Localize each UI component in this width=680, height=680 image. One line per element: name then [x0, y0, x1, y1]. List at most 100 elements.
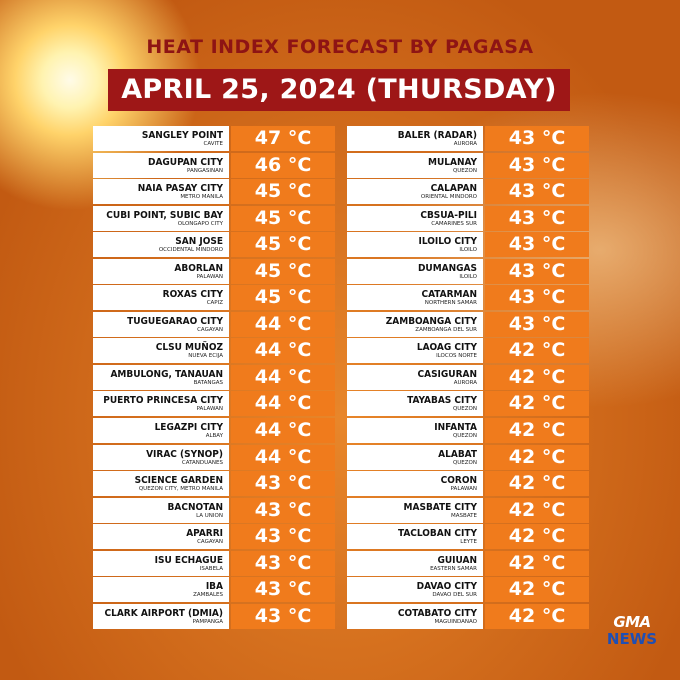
heat-index-value: 43 °C — [485, 232, 589, 258]
forecast-row: MULANAY QUEZON 43 °C — [347, 152, 589, 178]
forecast-row: ALABAT QUEZON 42 °C — [347, 444, 589, 470]
heat-index-value: 47 °C — [231, 126, 335, 151]
heat-index-unit: °C — [541, 578, 566, 601]
forecast-row: CORON PALAWAN 42 °C — [347, 471, 589, 497]
station-cell: CLARK AIRPORT (DMIA) PAMPANGA — [93, 603, 229, 629]
station-cell: IBA ZAMBALES — [93, 577, 229, 603]
heat-index-value: 44 °C — [231, 444, 335, 470]
station-cell: ROXAS CITY CAPIZ — [93, 285, 229, 311]
station-name: SANGLEY POINT — [141, 130, 223, 141]
station-province: ILOILO — [459, 273, 477, 280]
heat-index-number: 42 — [508, 339, 536, 362]
station-province: CAGAYAN — [197, 326, 223, 333]
heat-index-unit: °C — [287, 259, 312, 282]
forecast-row: ZAMBOANGA CITY ZAMBOANGA DEL SUR 43 °C — [347, 311, 589, 337]
heat-index-value: 42 °C — [485, 444, 589, 470]
station-province: PALAWAN — [450, 486, 477, 493]
station-cell: NAIA PASAY CITY METRO MANILA — [93, 179, 229, 205]
station-name: PUERTO PRINCESA CITY — [103, 395, 223, 407]
heat-index-value: 43 °C — [485, 179, 589, 205]
station-province: MASBATE — [451, 512, 477, 519]
station-province: PALAWAN — [196, 273, 223, 280]
station-name: ALABAT — [438, 448, 477, 460]
station-cell: CATARMAN NORTHERN SAMAR — [347, 285, 483, 311]
station-province: AURORA — [453, 379, 477, 386]
heat-index-value: 45 °C — [231, 232, 335, 258]
station-name: CALAPAN — [430, 183, 477, 195]
station-cell: CORON PALAWAN — [347, 471, 483, 497]
station-province: ZAMBALES — [193, 592, 223, 599]
heat-index-number: 43 — [254, 525, 282, 548]
forecast-row: MASBATE CITY MASBATE 42 °C — [347, 497, 589, 523]
heat-index-unit: °C — [541, 127, 566, 149]
forecast-row: VIRAC (SYNOP) CATANDUANES 44 °C — [93, 444, 335, 470]
station-cell: CASIGURAN AURORA — [347, 364, 483, 390]
station-cell: MULANAY QUEZON — [347, 152, 483, 178]
station-cell: ISU ECHAGUE ISABELA — [93, 550, 229, 576]
heat-index-number: 43 — [508, 312, 536, 335]
heat-index-value: 44 °C — [231, 364, 335, 390]
right-forecast-column: BALER (RADAR) AURORA 43 °C MULANAY QUEZON 43 … — [347, 126, 589, 630]
station-cell: GUIUAN EASTERN SAMAR — [347, 550, 483, 576]
heat-index-number: 42 — [508, 604, 536, 627]
station-cell: CLSU MUÑOZ NUEVA ECIJA — [93, 338, 229, 364]
heat-index-number: 44 — [254, 445, 282, 468]
station-province: PAMPANGA — [192, 618, 223, 625]
heat-index-value: 43 °C — [231, 550, 335, 576]
left-forecast-column: SANGLEY POINT CAVITE 47 °C DAGUPAN CITY PANG… — [93, 126, 335, 630]
page-title: HEAT INDEX FORECAST BY PAGASA — [146, 36, 534, 58]
heat-index-unit: °C — [541, 259, 566, 282]
forecast-row: LAOAG CITY ILOCOS NORTE 42 °C — [347, 338, 589, 364]
station-cell: APARRI CAGAYAN — [93, 524, 229, 550]
station-name: SAN JOSE — [175, 236, 223, 248]
station-province: NUEVA ECIJA — [188, 353, 223, 360]
station-name: CUBI POINT, SUBIC BAY — [106, 209, 223, 221]
heat-index-number: 44 — [254, 312, 282, 335]
station-cell: DAVAO CITY DAVAO DEL SUR — [347, 577, 483, 603]
heat-index-number: 45 — [254, 180, 282, 203]
heat-index-number: 43 — [508, 286, 536, 309]
station-province: METRO MANILA — [180, 194, 223, 201]
station-province: ALBAY — [205, 433, 223, 440]
heat-index-value: 42 °C — [485, 364, 589, 390]
station-cell: MASBATE CITY MASBATE — [347, 497, 483, 523]
heat-index-value: 45 °C — [231, 285, 335, 311]
heat-index-number: 44 — [254, 419, 282, 442]
forecast-row: CUBI POINT, SUBIC BAY OLONGAPO CITY 45 °C — [93, 205, 335, 231]
station-name: CLSU MUÑOZ — [155, 342, 223, 354]
forecast-row: NAIA PASAY CITY METRO MANILA 45 °C — [93, 179, 335, 205]
logo-news-text: NEWS — [606, 630, 658, 648]
station-cell: CBSUA-PILI CAMARINES SUR — [347, 205, 483, 231]
station-name: BACNOTAN — [167, 501, 223, 513]
heat-index-unit: °C — [541, 153, 566, 176]
heat-index-unit: °C — [541, 206, 566, 229]
heat-index-value: 43 °C — [231, 577, 335, 603]
forecast-row: COTABATO CITY MAGUINDANAO 42 °C — [347, 603, 589, 629]
heat-index-value: 42 °C — [485, 524, 589, 550]
station-cell: BACNOTAN LA UNION — [93, 497, 229, 523]
heat-index-value: 43 °C — [485, 205, 589, 231]
forecast-row: ILOILO CITY ILOILO 43 °C — [347, 232, 589, 258]
station-name: INFANTA — [434, 422, 477, 434]
heat-index-number: 42 — [508, 419, 536, 442]
station-name: NAIA PASAY CITY — [137, 183, 223, 195]
heat-index-unit: °C — [541, 604, 566, 627]
forecast-row: CASIGURAN AURORA 42 °C — [347, 364, 589, 390]
heat-index-number: 42 — [508, 578, 536, 601]
date-banner: APRIL 25, 2024 (THURSDAY) — [108, 69, 570, 111]
forecast-row: GUIUAN EASTERN SAMAR 42 °C — [347, 550, 589, 576]
station-name: VIRAC (SYNOP) — [146, 448, 223, 460]
heat-index-number: 44 — [254, 339, 282, 362]
station-province: MAGUINDANAO — [434, 618, 477, 625]
heat-index-number: 42 — [508, 392, 536, 415]
heat-index-unit: °C — [287, 339, 312, 362]
heat-index-unit: °C — [287, 365, 312, 388]
heat-index-unit: °C — [287, 127, 312, 149]
forecast-row: BACNOTAN LA UNION 43 °C — [93, 497, 335, 523]
heat-index-value: 44 °C — [231, 418, 335, 444]
heat-index-number: 42 — [508, 551, 536, 574]
station-cell: BALER (RADAR) AURORA — [347, 126, 483, 151]
heat-index-value: 42 °C — [485, 603, 589, 629]
heat-index-unit: °C — [541, 419, 566, 442]
station-name: ZAMBOANGA CITY — [385, 315, 477, 327]
